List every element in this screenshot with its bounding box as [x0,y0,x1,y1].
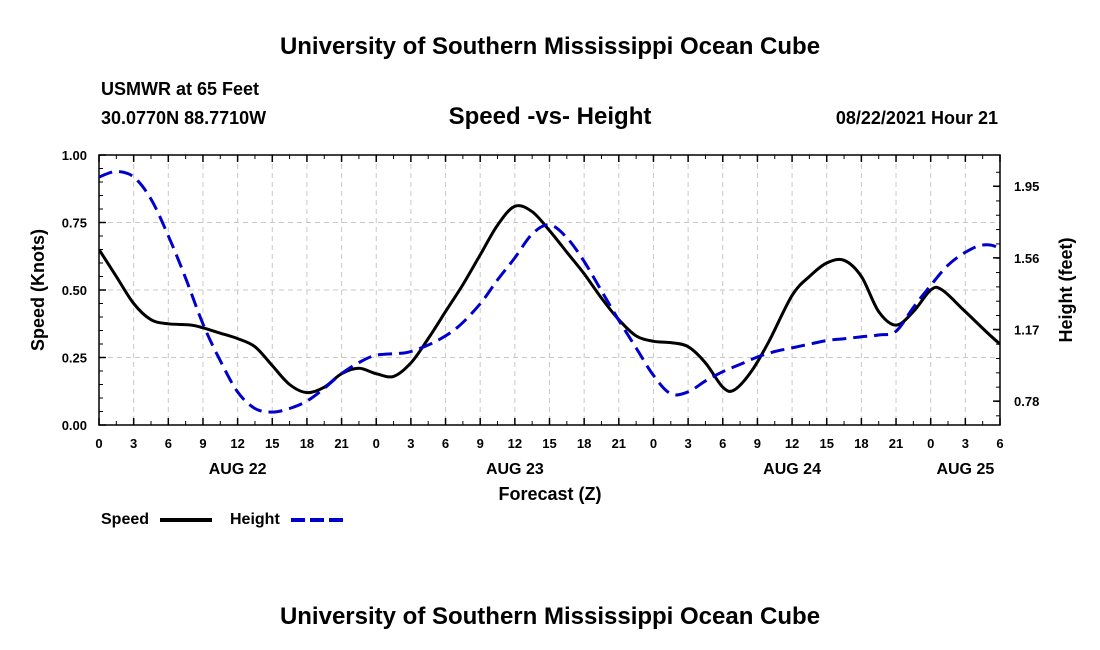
legend-height-label: Height [230,511,280,528]
x-tick-label: 3 [130,436,137,451]
series-group [99,169,1000,414]
grid-lines [99,155,1000,425]
footer-title: University of Southern Mississippi Ocean… [280,603,820,630]
x-tick-label: 3 [684,436,691,451]
x-tick-label: 21 [612,436,626,451]
x-axis-title: Forecast (Z) [498,484,601,504]
date-label: AUG 22 [209,461,267,478]
y-axis-title: Speed (Knots) [28,229,48,351]
x-tick-label: 0 [927,436,934,451]
x-tick-label: 0 [95,436,102,451]
x-tick-label: 12 [785,436,799,451]
coordinates-label: 30.0770N 88.7710W [101,108,266,128]
x-tick-label: 9 [477,436,484,451]
x-tick-label: 6 [442,436,449,451]
x-tick-label: 0 [650,436,657,451]
x-tick-label: 12 [230,436,244,451]
x-tick-label: 15 [819,436,833,451]
x-tick-label: 9 [199,436,206,451]
x-tick-label: 0 [373,436,380,451]
date-label: AUG 25 [936,461,994,478]
x-tick-label: 21 [889,436,903,451]
speed-series-line [99,204,1000,395]
station-label: USMWR at 65 Feet [101,79,259,99]
y2-tick-label: 1.95 [1014,179,1039,194]
y2-tick-label: 0.78 [1014,394,1039,409]
y2-tick-label: 1.56 [1014,251,1039,266]
legend: Speed Height [101,511,343,528]
datetime-label: 08/22/2021 Hour 21 [836,108,998,128]
x-tick-label: 15 [542,436,556,451]
x-tick-label: 6 [719,436,726,451]
chart-title: University of Southern Mississippi Ocean… [280,33,820,60]
x-tick-label: 18 [577,436,591,451]
x-axis: 0 3 6 9 12 15 18 21 0 3 6 9 12 15 18 21 0 3 6 9 12 15 18 21 0 3 6 [95,155,1004,451]
x-tick-label: 9 [754,436,761,451]
y-tick-label: 0.75 [62,216,87,231]
chart-subtitle: Speed -vs- Height [449,103,652,130]
x-tick-label: 18 [300,436,314,451]
y-tick-label: 0.50 [62,283,87,298]
y2-axis-title: Height (feet) [1056,238,1076,343]
x-tick-label: 6 [165,436,172,451]
legend-speed-label: Speed [101,511,149,528]
y-tick-label: 0.25 [62,351,87,366]
x-tick-label: 12 [508,436,522,451]
x-tick-label: 3 [962,436,969,451]
height-series-line [99,169,1000,414]
x-tick-label: 3 [407,436,414,451]
x-tick-label: 18 [854,436,868,451]
y-tick-label: 1.00 [62,148,87,163]
date-labels: AUG 22 AUG 23 AUG 24 AUG 25 [209,461,995,478]
y-axis-right: 0.78 1.17 1.56 1.95 [993,171,1039,417]
date-label: AUG 23 [486,461,544,478]
x-tick-label: 21 [334,436,348,451]
x-tick-label: 15 [265,436,279,451]
y2-tick-label: 1.17 [1014,322,1039,337]
date-label: AUG 24 [763,461,821,478]
x-tick-label: 6 [996,436,1003,451]
y-axis-left: 0.00 0.25 0.50 0.75 1.00 [62,148,106,433]
y-tick-label: 0.00 [62,418,87,433]
